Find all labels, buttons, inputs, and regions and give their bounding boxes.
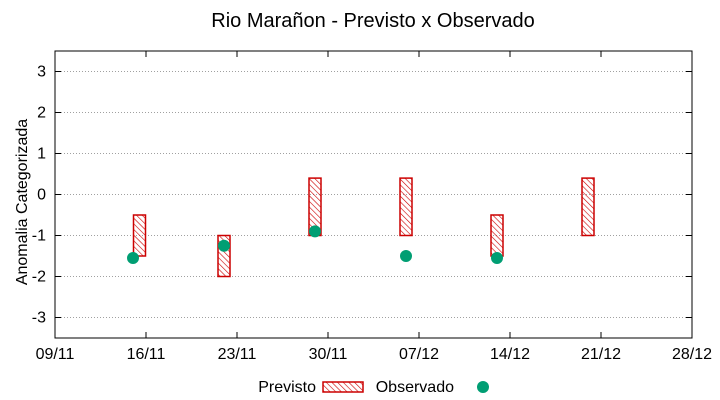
previsto-bar — [132, 214, 147, 257]
legend-label-previsto: Previsto — [258, 379, 316, 396]
y-tick-label: 1 — [37, 146, 46, 163]
grid — [55, 71, 692, 318]
observado-series — [127, 225, 503, 265]
x-tick-label: 14/12 — [490, 346, 530, 363]
x-tick-label: 28/12 — [672, 346, 712, 363]
legend: Previsto Observado — [258, 379, 489, 396]
chart-title: Rio Marañon - Previsto x Observado — [211, 10, 534, 32]
legend-swatch-previsto — [322, 381, 364, 393]
y-tick-label: -2 — [32, 269, 46, 286]
x-tick-label: 07/12 — [399, 346, 439, 363]
previsto-bar — [399, 177, 413, 237]
x-tick-label: 09/11 — [36, 346, 75, 363]
x-tick-label: 16/11 — [127, 346, 166, 363]
observado-point — [127, 252, 139, 265]
observado-point — [309, 225, 321, 238]
x-tick-label: 30/11 — [309, 346, 348, 363]
previsto-bar — [581, 177, 595, 237]
observado-point — [491, 252, 503, 265]
y-tick-label: 2 — [37, 105, 46, 122]
previsto-series — [132, 177, 595, 278]
x-ticks: 09/11 16/11 23/11 30/11 07/12 14/12 21/12 28/12 — [36, 51, 712, 363]
x-tick-label: 21/12 — [581, 346, 621, 363]
legend-label-observado: Observado — [376, 379, 454, 396]
previsto-bar — [490, 214, 504, 257]
legend-swatch-observado — [477, 381, 489, 393]
x-tick-label: 23/11 — [218, 346, 257, 363]
y-tick-label: 3 — [37, 64, 46, 81]
y-tick-label: -1 — [32, 228, 46, 245]
y-axis-label: Anomalia Categorizada — [14, 119, 31, 285]
y-tick-label: -3 — [32, 310, 46, 327]
y-tick-label: 0 — [37, 187, 46, 204]
y-ticks: -3 -2 -1 0 1 2 3 — [32, 64, 692, 327]
observado-point — [400, 250, 412, 262]
observado-point — [218, 239, 230, 252]
